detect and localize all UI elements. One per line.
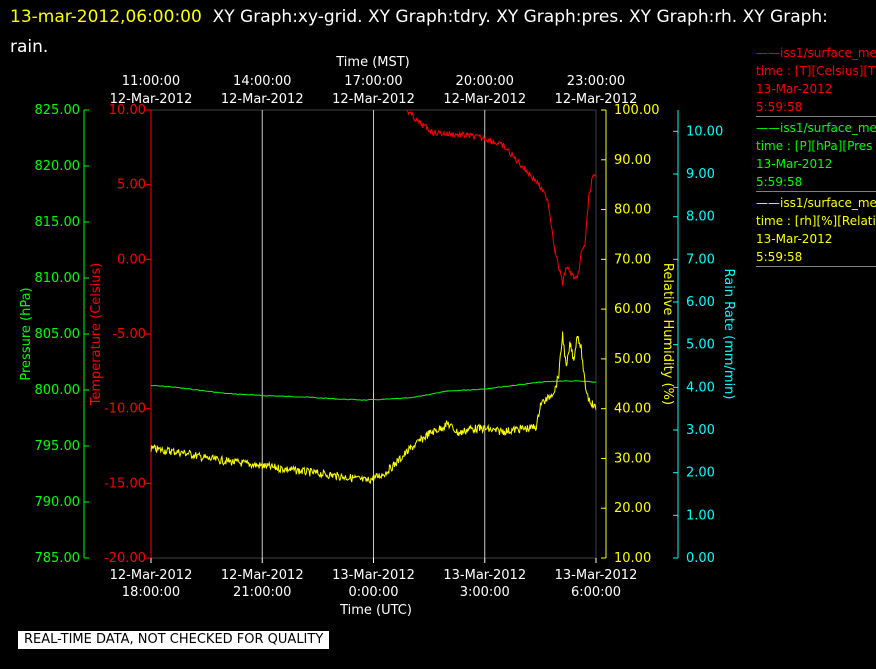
temperature-tick-label: -10.00: [104, 402, 146, 417]
rain-tick-label: 9.00: [686, 167, 715, 182]
x-bottom-tick-label: 21:00:00: [233, 585, 291, 600]
rain-tick-label: 5.00: [686, 338, 715, 353]
humidity-tick-label: 20.00: [614, 501, 651, 516]
header-title: 13-mar-2012,06:00:00 XY Graph:xy-grid. X…: [10, 2, 870, 62]
rain-tick-label: 10.00: [686, 124, 723, 139]
x-top-tick-label: 20:00:00: [456, 74, 514, 89]
pressure-series-line: [150, 380, 596, 401]
rain-tick-label: 8.00: [686, 210, 715, 225]
x-bottom-tick-label: 13-Mar-2012: [443, 568, 526, 583]
legend-variable: time : [T][Celsius][T: [756, 64, 876, 78]
x-top-tick-label: 12-Mar-2012: [555, 92, 638, 107]
x-top-tick-label: 17:00:00: [344, 74, 402, 89]
x-top-tick-label: 11:00:00: [122, 74, 180, 89]
x-top-tick-label: 23:00:00: [567, 74, 625, 89]
legend-source: ——iss1/surface_me: [756, 196, 876, 210]
humidity-tick-label: 40.00: [614, 402, 651, 417]
legend-date: 13-Mar-2012: [756, 82, 833, 96]
legend-pressure: ——iss1/surface_me time : [P][hPa][Pres 1…: [756, 119, 876, 192]
legend-date: 13-Mar-2012: [756, 232, 833, 246]
x-top-axis-label: Time (MST): [335, 55, 410, 70]
pressure-axis-label: Pressure (hPa): [19, 287, 34, 380]
x-top-tick-label: 12-Mar-2012: [332, 92, 415, 107]
legend-temperature: ——iss1/surface_me time : [T][Celsius][T …: [756, 44, 876, 117]
pressure-tick-label: 795.00: [35, 439, 81, 454]
rain-tick-label: 3.00: [686, 423, 715, 438]
header-graph-list-cont: rain.: [10, 37, 49, 57]
humidity-series-line: [150, 331, 597, 485]
temperature-tick-label: 5.00: [117, 178, 146, 193]
header-graph-list: XY Graph:xy-grid. XY Graph:tdry. XY Grap…: [212, 7, 828, 27]
pressure-tick-label: 820.00: [35, 159, 81, 174]
pressure-tick-label: 825.00: [35, 103, 81, 118]
rain-tick-label: 2.00: [686, 466, 715, 481]
humidity-tick-label: 80.00: [614, 203, 651, 218]
x-bottom-tick-label: 12-Mar-2012: [110, 568, 193, 583]
x-bottom-tick-label: 13-Mar-2012: [332, 568, 415, 583]
rain-tick-label: 4.00: [686, 380, 715, 395]
temperature-tick-label: -15.00: [104, 476, 146, 491]
humidity-tick-label: 90.00: [614, 153, 651, 168]
rain-tick-label: 6.00: [686, 295, 715, 310]
legend-date: 13-Mar-2012: [756, 157, 833, 171]
legend-variable: time : [rh][%][Relati: [756, 214, 876, 228]
temperature-series-line: [406, 109, 597, 286]
temperature-tick-label: -20.00: [104, 551, 146, 566]
temperature-tick-label: 10.00: [109, 103, 146, 118]
legend-humidity: ——iss1/surface_me time : [rh][%][Relati …: [756, 194, 876, 267]
legend-source: ——iss1/surface_me: [756, 121, 876, 135]
x-bottom-tick-label: 13-Mar-2012: [555, 568, 638, 583]
legend-time: 5:59:58: [756, 250, 803, 264]
humidity-axis-label: Relative Humidity (%): [660, 263, 675, 405]
x-bottom-tick-label: 3:00:00: [460, 585, 510, 600]
rain-tick-label: 7.00: [686, 252, 715, 267]
pressure-tick-label: 790.00: [35, 495, 81, 510]
x-top-tick-label: 12-Mar-2012: [443, 92, 526, 107]
x-bottom-axis-label: Time (UTC): [339, 603, 412, 618]
x-top-tick-label: 14:00:00: [233, 74, 291, 89]
x-bottom-tick-label: 0:00:00: [348, 585, 398, 600]
humidity-tick-label: 60.00: [614, 302, 651, 317]
humidity-tick-label: 50.00: [614, 352, 651, 367]
x-bottom-tick-label: 6:00:00: [571, 585, 621, 600]
pressure-tick-label: 815.00: [35, 215, 81, 230]
legend: ——iss1/surface_me time : [T][Celsius][T …: [756, 44, 876, 269]
legend-source: ——iss1/surface_me: [756, 46, 876, 60]
legend-time: 5:59:58: [756, 100, 803, 114]
x-bottom-tick-label: 18:00:00: [122, 585, 180, 600]
rain-tick-label: 1.00: [686, 508, 715, 523]
pressure-tick-label: 805.00: [35, 327, 81, 342]
x-top-tick-label: 12-Mar-2012: [221, 92, 304, 107]
header-timestamp: 13-mar-2012,06:00:00: [10, 7, 202, 27]
legend-variable: time : [P][hPa][Pres: [756, 139, 873, 153]
pressure-tick-label: 800.00: [35, 383, 81, 398]
temperature-tick-label: -5.00: [112, 327, 146, 342]
legend-time: 5:59:58: [756, 175, 803, 189]
temperature-tick-label: 0.00: [117, 252, 146, 267]
rain-axis-label: Rain Rate (mm/min): [721, 268, 736, 399]
rain-tick-label: 0.00: [686, 551, 715, 566]
humidity-tick-label: 100.00: [614, 103, 660, 118]
pressure-tick-label: 785.00: [35, 551, 81, 566]
humidity-tick-label: 10.00: [614, 551, 651, 566]
quality-warning-banner: REAL-TIME DATA, NOT CHECKED FOR QUALITY: [18, 631, 330, 649]
pressure-tick-label: 810.00: [35, 271, 81, 286]
x-top-tick-label: 12-Mar-2012: [110, 92, 193, 107]
humidity-tick-label: 70.00: [614, 252, 651, 267]
x-bottom-tick-label: 12-Mar-2012: [221, 568, 304, 583]
temperature-axis-label: Temperature (Celsius): [89, 263, 104, 407]
humidity-tick-label: 30.00: [614, 451, 651, 466]
